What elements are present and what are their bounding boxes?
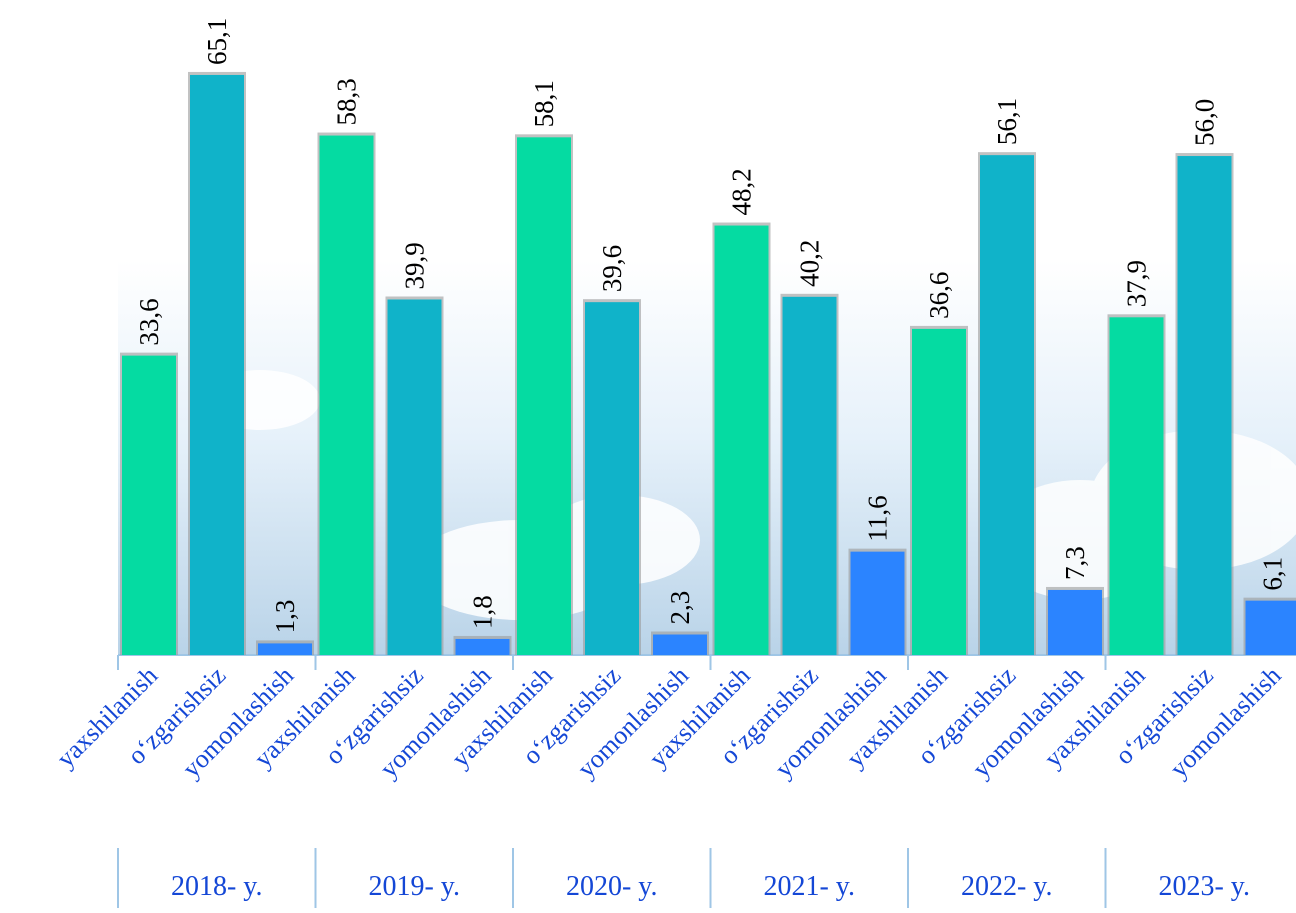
bar: [387, 299, 442, 655]
bar: [122, 355, 176, 655]
value-label: 58,1: [529, 80, 559, 127]
value-label: 65,1: [202, 18, 232, 65]
bar: [1109, 317, 1164, 655]
bar: [1177, 156, 1232, 656]
value-label: 1,8: [468, 595, 498, 629]
bar: [319, 135, 374, 655]
bar: [714, 225, 769, 655]
bar: [1048, 589, 1102, 655]
value-label: 33,6: [134, 298, 164, 345]
value-label: 11,6: [863, 495, 893, 541]
value-label: 56,0: [1190, 99, 1220, 146]
bar: [1245, 600, 1296, 655]
bar: [517, 137, 571, 656]
value-label: 7,3: [1060, 546, 1090, 580]
value-label: 39,6: [597, 245, 627, 292]
value-label: 56,1: [992, 98, 1022, 145]
value-label: 37,9: [1122, 260, 1152, 307]
bar: [258, 643, 312, 655]
value-label: 2,3: [665, 591, 695, 625]
value-label: 40,2: [795, 240, 825, 287]
bar: [782, 296, 837, 655]
bar: [455, 638, 510, 655]
bar: [653, 634, 707, 655]
year-label: 2019- y.: [368, 871, 460, 902]
bar: [980, 155, 1034, 656]
year-label: 2018- y.: [171, 871, 263, 902]
year-label: 2020- y.: [566, 871, 658, 902]
value-label: 48,2: [727, 168, 757, 215]
year-label: 2022- y.: [961, 871, 1053, 902]
value-label: 6,1: [1258, 557, 1288, 591]
value-label: 1,3: [270, 600, 300, 634]
value-label: 58,3: [332, 78, 362, 125]
year-label: 2023- y.: [1158, 871, 1250, 902]
bar: [850, 551, 905, 655]
year-label: 2021- y.: [763, 871, 855, 902]
bar: [912, 328, 966, 655]
value-label: 39,9: [400, 242, 430, 289]
value-label: 36,6: [924, 272, 954, 319]
bar: [585, 302, 639, 655]
bar: [190, 74, 244, 656]
